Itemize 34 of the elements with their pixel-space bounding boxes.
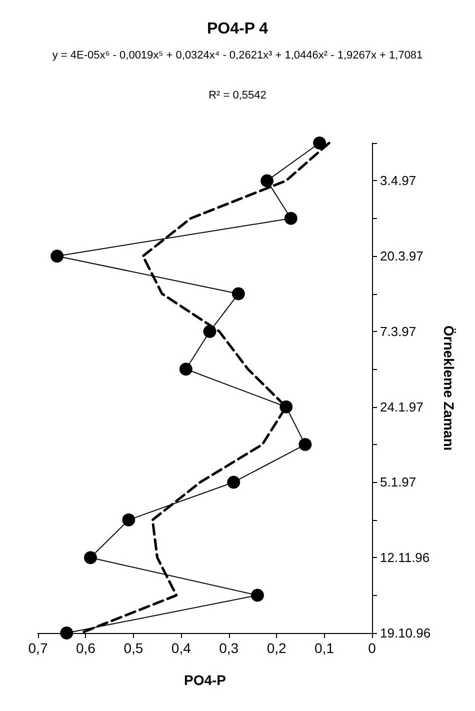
point: [298, 438, 312, 452]
x-tick-label: 0: [368, 640, 376, 656]
point: [50, 250, 64, 263]
x-axis-title: PO4-P: [184, 672, 226, 688]
y-tick-label: 3.4.97: [380, 173, 416, 188]
point: [122, 513, 136, 526]
point: [280, 400, 293, 414]
x-tick-label: 0,4: [171, 640, 192, 656]
y-axis-title: Örnekleme Zamanı: [441, 325, 457, 451]
text: R² = 0,5542: [208, 90, 266, 102]
point: [84, 551, 97, 564]
y-tick-label: 7.3.97: [380, 324, 416, 339]
y-tick-label: 24.1.97: [380, 399, 424, 414]
x-tick-label: 0,3: [219, 640, 239, 656]
point: [227, 476, 240, 489]
point: [251, 588, 264, 602]
y-tick-label: 20.3.97: [380, 248, 424, 264]
point: [313, 136, 326, 150]
point: [284, 212, 298, 225]
point: [203, 324, 216, 338]
point: [232, 287, 245, 300]
y-tick-label: 5.1.97: [380, 474, 416, 490]
text: y = 4E-05x⁶ - 0,0019x⁵ + 0,0324x⁴ - 0,2621x³ + 1,0446x² - 1,9267x + 1,7081: [52, 50, 423, 62]
x-tick-label: 0,1: [314, 640, 334, 656]
y-tick-label: 19.10.96: [380, 626, 431, 640]
x-tick-label: 0,5: [124, 640, 144, 656]
y-tick-label: 12.11.96: [380, 550, 430, 566]
x-tick-label: 0,7: [28, 640, 48, 656]
point: [260, 174, 274, 188]
chart-title: PO4-P 4: [206, 20, 268, 38]
point: [60, 626, 74, 640]
x-tick-label: 0,6: [76, 640, 96, 656]
x-tick-label: 0,2: [266, 640, 287, 656]
point: [179, 362, 192, 376]
